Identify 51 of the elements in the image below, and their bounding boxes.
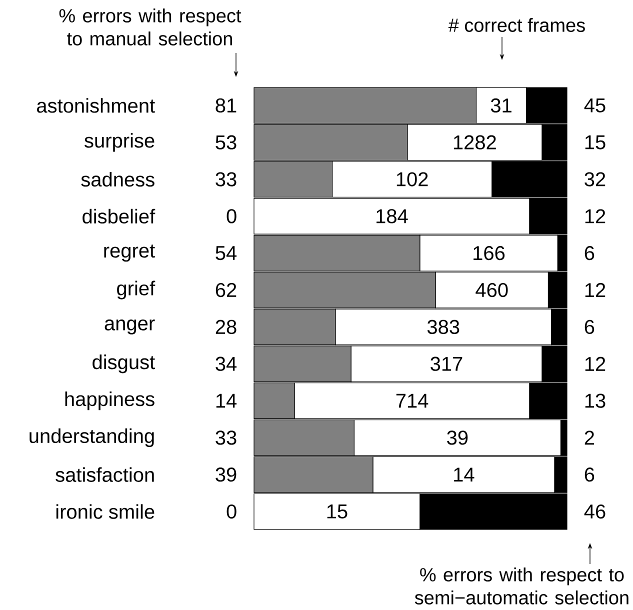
y-tick-label: grief xyxy=(117,280,156,300)
y-tick-label: sadness xyxy=(81,172,154,187)
y-tick-label: regret xyxy=(104,244,155,262)
y-tick-label: anger xyxy=(104,320,155,334)
y-tick-label: understanding xyxy=(30,428,154,448)
y-tick-label: disgust xyxy=(92,354,155,374)
text: 54 xyxy=(216,246,237,260)
text: % errors with respect to semi−automatic selection xyxy=(414,568,628,604)
text: 6 xyxy=(584,246,594,260)
text: 12 xyxy=(585,209,606,224)
text: 6 xyxy=(584,468,594,482)
annotation: 102 xyxy=(396,172,428,186)
text: % errors with respect to manual selection xyxy=(59,8,242,46)
y-tick-label: ironic smile xyxy=(56,504,154,519)
y-tick-label: astonishment xyxy=(37,98,155,113)
text: 46 xyxy=(584,504,606,519)
text: 33 xyxy=(216,172,236,186)
text: 28 xyxy=(216,320,236,334)
annotation: 383 xyxy=(427,320,460,334)
annotation: 15 xyxy=(327,504,348,518)
text: 13 xyxy=(585,394,606,408)
annotation: 31 xyxy=(490,98,512,113)
text: 32 xyxy=(584,172,606,186)
text: 53 xyxy=(216,135,236,150)
y-tick-label: satisfaction xyxy=(56,467,154,482)
text: 62 xyxy=(216,282,236,298)
text: 15 xyxy=(585,135,606,150)
y-tick-label: surprise xyxy=(84,133,154,152)
text: 12 xyxy=(585,356,606,371)
text: 0 xyxy=(226,209,236,224)
annotation: 39 xyxy=(447,430,468,445)
text: 81 xyxy=(216,98,236,113)
annotation: 317 xyxy=(430,356,462,371)
text: 34 xyxy=(216,356,237,371)
annotation: 14 xyxy=(454,468,474,482)
annotation: 460 xyxy=(476,282,508,298)
text: 39 xyxy=(216,468,236,482)
annotation: 166 xyxy=(474,246,505,260)
text: 6 xyxy=(584,320,594,334)
y-tick-label: disbelief xyxy=(82,208,156,224)
text: 12 xyxy=(585,283,606,298)
annotation: 184 xyxy=(376,209,408,224)
text: 0 xyxy=(226,504,236,519)
text: 2 xyxy=(584,430,594,445)
text: 14 xyxy=(216,394,237,408)
text: 33 xyxy=(216,430,236,445)
annotation: 714 xyxy=(396,394,428,408)
text: # correct frames xyxy=(448,18,585,32)
y-tick-label: happiness xyxy=(65,391,154,410)
text: 45 xyxy=(584,98,606,112)
annotation: 1282 xyxy=(454,135,496,150)
